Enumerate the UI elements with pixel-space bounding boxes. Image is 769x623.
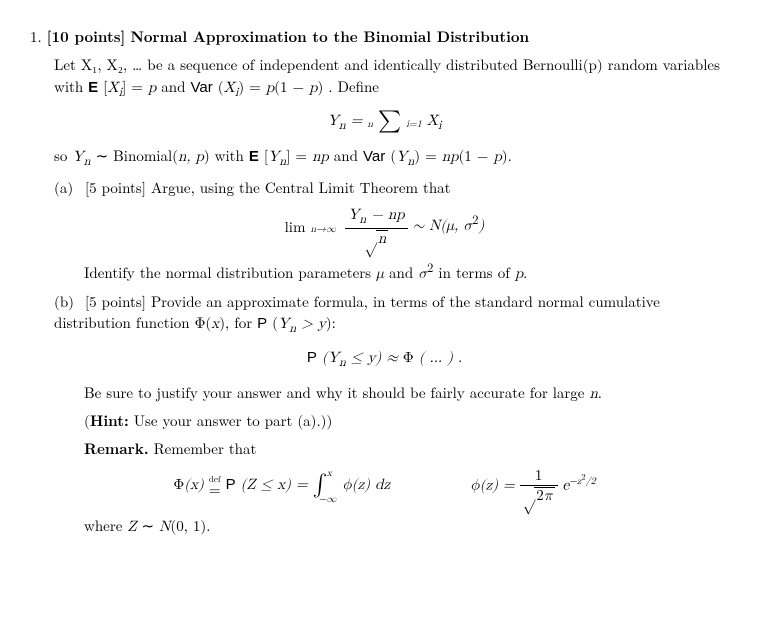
lim-label: lim — [285, 220, 306, 235]
lim-block: lim n→∞ — [285, 220, 336, 235]
density-exp: −z2/2 — [569, 476, 595, 486]
phi-cdf-def: Φ(x) def = P (Z ≤ x) = x ∫ −∞ ϕ(z) dz — [173, 470, 390, 502]
int-top: x — [327, 466, 332, 481]
intro-and: and — [161, 76, 190, 97]
clt-fraction: Yn − np √n — [345, 207, 408, 248]
part-a-text: Argue, using the Central Limit Theorem t… — [151, 177, 451, 198]
def-eq-sign: = — [209, 483, 221, 498]
density-frac: 1 √2π — [520, 468, 558, 505]
intro-paragraph: Let X₁, X₂, … be a sequence of independe… — [54, 54, 739, 102]
clt-den: √n — [345, 229, 408, 248]
part-a-followup: Identify the normal distribution paramet… — [84, 258, 739, 285]
density-num: 1 — [520, 468, 558, 487]
integral: x ∫ −∞ — [313, 470, 328, 502]
part-b-hint: (Hint: Use your answer to part (a).)) — [84, 410, 739, 432]
sum-bot: i=1 — [406, 119, 422, 129]
eq-approx: P (Yn ≤ y) ≈ Φ ( … ) . — [30, 347, 739, 372]
eq-approx-text: P (Yn ≤ y) ≈ Φ ( … ) . — [307, 350, 462, 365]
int-body: ϕ(z) dz — [332, 478, 390, 493]
problem-title: Normal Approximation to the Binomial Dis… — [130, 26, 529, 47]
eq-phi-defs: Φ(x) def = P (Z ≤ x) = x ∫ −∞ ϕ(z) dz ϕ(… — [30, 468, 739, 505]
remark-label: Remark. — [84, 438, 149, 459]
lim-sub: n→∞ — [310, 224, 336, 234]
eq-yn-rhs: Xi — [427, 113, 442, 128]
part-a-line: (a) [5 points] Argue, using the Central … — [54, 177, 739, 199]
hint-text: Use your answer to part (a).) — [129, 410, 327, 431]
where-line: where Z ∼ N(0, 1). — [84, 515, 739, 538]
where-text: where Z ∼ N(0, 1). — [84, 515, 210, 536]
part-a-label: (a) — [54, 177, 80, 199]
eq-yn-definition: Yn = n ∑ i=1 Xi — [30, 110, 739, 135]
phi-density-def: ϕ(z) = 1 √2π e−z2/2 — [470, 468, 595, 505]
int-bot: −∞ — [319, 492, 337, 507]
part-a-followup-text: Identify the normal distribution paramet… — [84, 262, 527, 283]
intro-var: (Xi) = p(1 − p) — [213, 76, 324, 97]
so-ev: [Yn] = np — [259, 145, 329, 166]
so-text-1: so Yn ∼ Binomial(n, p) with — [54, 145, 249, 166]
remark-text: Remember that — [154, 438, 257, 459]
part-b-justify-text: Be sure to justify your answer and why i… — [84, 382, 602, 403]
intro-ev: [Xi] = p — [98, 76, 156, 97]
so-and: and — [334, 145, 363, 166]
sum-top: n — [367, 119, 373, 129]
hint-label: Hint: — [90, 410, 129, 431]
part-b-remark: Remark. Remember that — [84, 438, 739, 460]
eq-clt: lim n→∞ Yn − np √n ∼ N(μ, σ2) — [30, 207, 739, 248]
so-line: so Yn ∼ Binomial(n, p) with E [Yn] = np … — [54, 145, 739, 171]
intro-define: . Define — [328, 76, 379, 97]
problem-heading: 1. [10 points] Normal Approximation to t… — [30, 26, 739, 48]
part-b-line: (b) [5 points] Provide an approximate fo… — [54, 291, 739, 339]
so-var: (Yn) = np(1 − p). — [385, 145, 512, 166]
problem-number: 1. — [30, 26, 42, 47]
clt-num: Yn − np — [345, 207, 408, 230]
clt-dist: ∼ N(μ, σ2) — [413, 218, 485, 233]
eq-yn-lhs: Yn = — [328, 113, 368, 128]
problem-points: [10 points] — [47, 26, 126, 47]
def-equals: def = — [209, 476, 221, 498]
part-a-points: [5 points] — [85, 177, 146, 198]
sum-symbol: n ∑ i=1 — [367, 110, 421, 132]
part-b-points: [5 points] — [85, 291, 146, 312]
part-b-label: (b) — [54, 291, 80, 313]
part-b-justify: Be sure to justify your answer and why i… — [84, 382, 739, 405]
density-den: √2π — [520, 486, 558, 505]
